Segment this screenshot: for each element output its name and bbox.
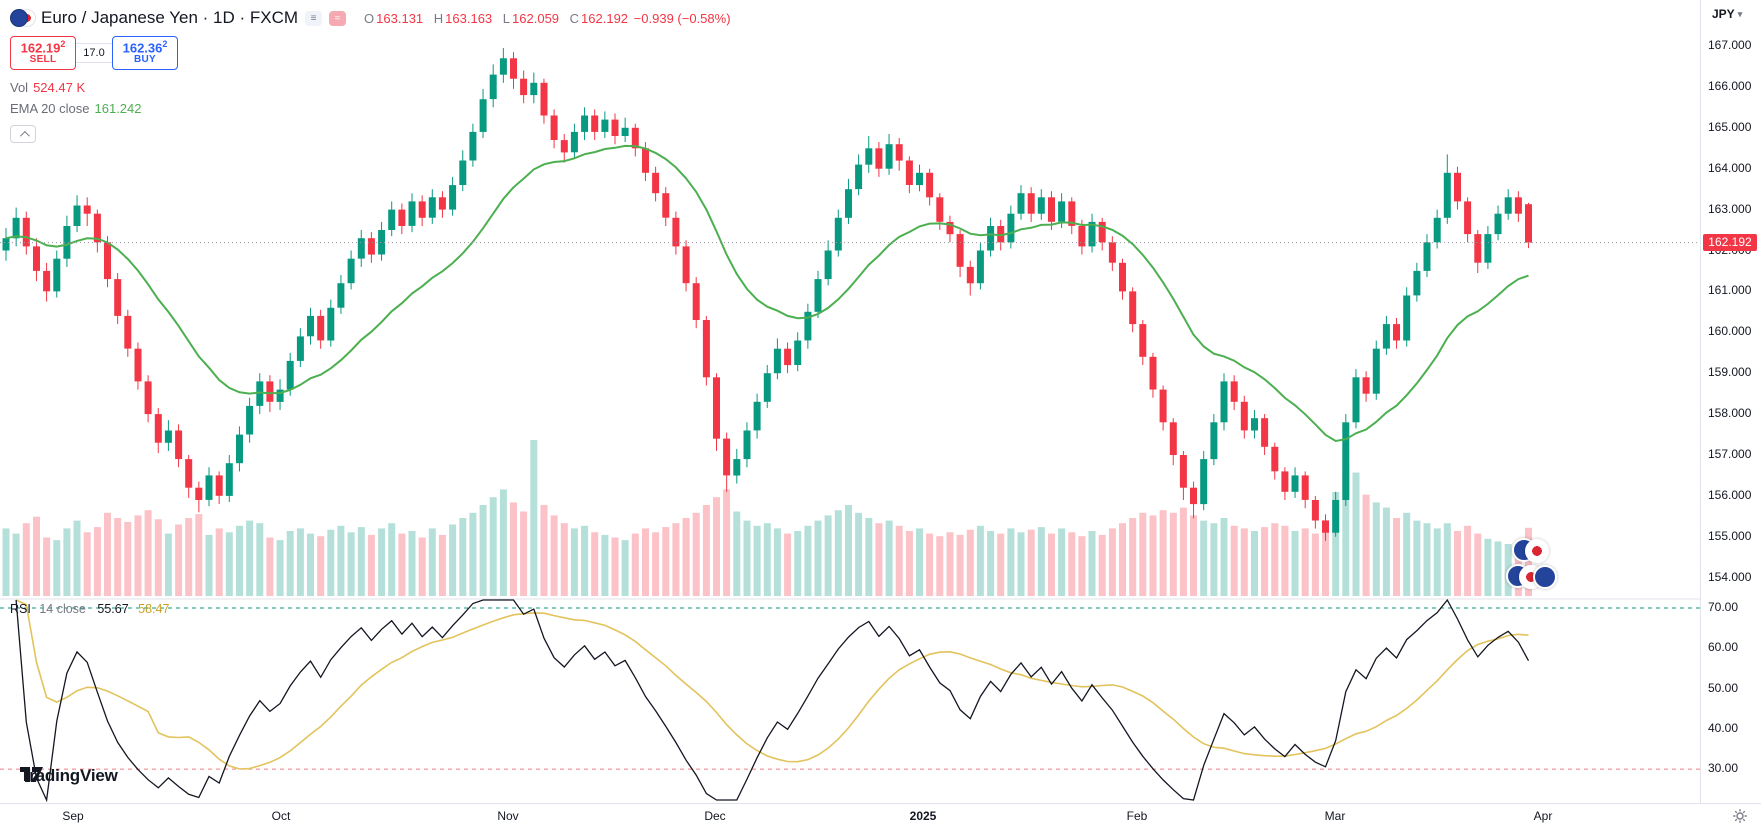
buy-price-sup: 2 xyxy=(162,39,168,50)
symbol-title[interactable]: Euro / Japanese Yen · 1D · FXCM xyxy=(41,8,299,27)
symbol-legend: Euro / Japanese Yen · 1D · FXCM ≡ ≈ O 163… xyxy=(10,8,731,143)
ema-legend: EMA 20 close 161.242 xyxy=(10,101,731,116)
price-tick-label: 157.000 xyxy=(1708,447,1752,461)
time-tick-label: Mar xyxy=(1324,809,1346,823)
japan-flag-icon xyxy=(1525,539,1549,563)
time-tick-label: Feb xyxy=(1126,809,1148,823)
chevron-up-icon xyxy=(19,130,30,141)
rsi-ma-line xyxy=(15,599,1529,770)
time-tick-label: Sep xyxy=(62,809,84,823)
rsi-title[interactable]: RSI xyxy=(10,602,31,616)
price-tick-label: 161.000 xyxy=(1708,283,1752,298)
chevron-down-icon: ▾ xyxy=(1737,8,1743,19)
time-tick-label: Apr xyxy=(1533,809,1553,823)
rsi-tick-label: 70.00 xyxy=(1708,600,1739,614)
price-tick-label: 166.000 xyxy=(1708,78,1752,93)
price-tick-label: 156.000 xyxy=(1708,487,1752,502)
rsi-tick-label: 30.00 xyxy=(1708,761,1739,776)
price-chart-svg[interactable] xyxy=(0,0,1700,803)
low-value: 162.059 xyxy=(512,10,560,26)
open-label: O xyxy=(364,10,375,26)
price-tick-label: 163.000 xyxy=(1708,201,1752,216)
time-tick-label: Oct xyxy=(271,809,291,823)
economic-event-icon[interactable] xyxy=(1506,564,1558,589)
open-value: 163.131 xyxy=(376,10,424,26)
price-tick-label: 160.000 xyxy=(1708,324,1752,339)
time-tick-label: 2025 xyxy=(909,809,937,823)
change-value: −0.939 (−0.58%) xyxy=(633,10,731,26)
high-label: H xyxy=(433,10,444,26)
close-value: 162.192 xyxy=(581,10,629,26)
price-axis[interactable]: JPY ▾ 167.000 166.000 165.000 164.000 163.00… xyxy=(1700,0,1761,829)
sell-label: SELL xyxy=(29,54,57,66)
low-label: L xyxy=(502,10,511,26)
price-tick-label: 164.000 xyxy=(1708,160,1752,175)
volume-value: 524.47 K xyxy=(33,80,86,95)
buy-button[interactable]: 162.362 BUY xyxy=(112,36,178,70)
price-tick-label: 154.000 xyxy=(1708,569,1752,584)
tradingview-logo[interactable]: TradingView xyxy=(20,766,118,786)
last-price-tag: 162.192 xyxy=(1703,233,1757,251)
sell-price-sup: 2 xyxy=(60,39,66,50)
rsi-value: 55.67 xyxy=(97,602,129,616)
eurjpy-pair-icon[interactable] xyxy=(10,9,36,27)
buy-price: 162.36 xyxy=(122,40,163,56)
price-tick-label: 159.000 xyxy=(1708,365,1752,380)
high-value: 163.163 xyxy=(445,10,493,26)
currency-label: JPY xyxy=(1712,7,1735,21)
collapse-legend-button[interactable] xyxy=(10,125,36,143)
sell-button[interactable]: 162.192 SELL xyxy=(10,36,76,70)
price-tick-label: 158.000 xyxy=(1708,406,1752,421)
tradingview-wordmark: TradingView xyxy=(20,766,118,785)
chart-canvas[interactable]: Euro / Japanese Yen · 1D · FXCM ≡ ≈ O 163… xyxy=(0,0,1700,803)
volume-label: Vol xyxy=(10,80,29,95)
rsi-tick-label: 50.00 xyxy=(1708,680,1739,695)
spread-value: 17.0 xyxy=(76,43,112,63)
time-tick-label: Nov xyxy=(497,809,519,823)
economic-event-icon[interactable] xyxy=(1512,538,1552,563)
eu-flag-icon xyxy=(1533,565,1557,589)
volume-legend: Vol 524.47 K xyxy=(10,80,731,95)
legend-settings-icon[interactable]: ≡ xyxy=(305,10,323,26)
settings-gear-icon[interactable] xyxy=(1732,808,1748,824)
rsi-tick-label: 60.00 xyxy=(1708,640,1739,655)
rsi-line xyxy=(15,598,1530,803)
price-tick-label: 155.000 xyxy=(1708,528,1752,543)
buy-label: BUY xyxy=(133,54,156,66)
ema-value: 161.242 xyxy=(94,101,142,116)
tradingview-logomark-icon xyxy=(20,767,43,782)
rsi-ma-value: 58.47 xyxy=(138,602,170,616)
ema-label: EMA 20 close xyxy=(10,101,90,116)
price-tick-label: 167.000 xyxy=(1708,38,1752,52)
rsi-tick-label: 40.00 xyxy=(1708,720,1739,735)
candles-layer xyxy=(2,48,1532,541)
close-label: C xyxy=(569,10,580,26)
time-axis[interactable]: Sep Oct Nov Dec 2025 Feb Mar Apr xyxy=(0,803,1761,829)
price-tick-label: 165.000 xyxy=(1708,119,1752,134)
legend-alert-icon[interactable]: ≈ xyxy=(329,10,347,26)
rsi-legend: RSI 14 close 55.67 58.47 xyxy=(10,602,169,616)
volume-layer xyxy=(2,440,1532,596)
ema-line xyxy=(5,144,1529,443)
ohlc-readout: O 163.131 H 163.163 L 162.059 C 162.192 −0.9… xyxy=(357,11,731,26)
sell-price: 162.19 xyxy=(20,40,61,56)
time-tick-label: Dec xyxy=(704,809,726,823)
currency-selector[interactable]: JPY ▾ xyxy=(1707,5,1748,23)
rsi-params: 14 close xyxy=(39,602,86,616)
